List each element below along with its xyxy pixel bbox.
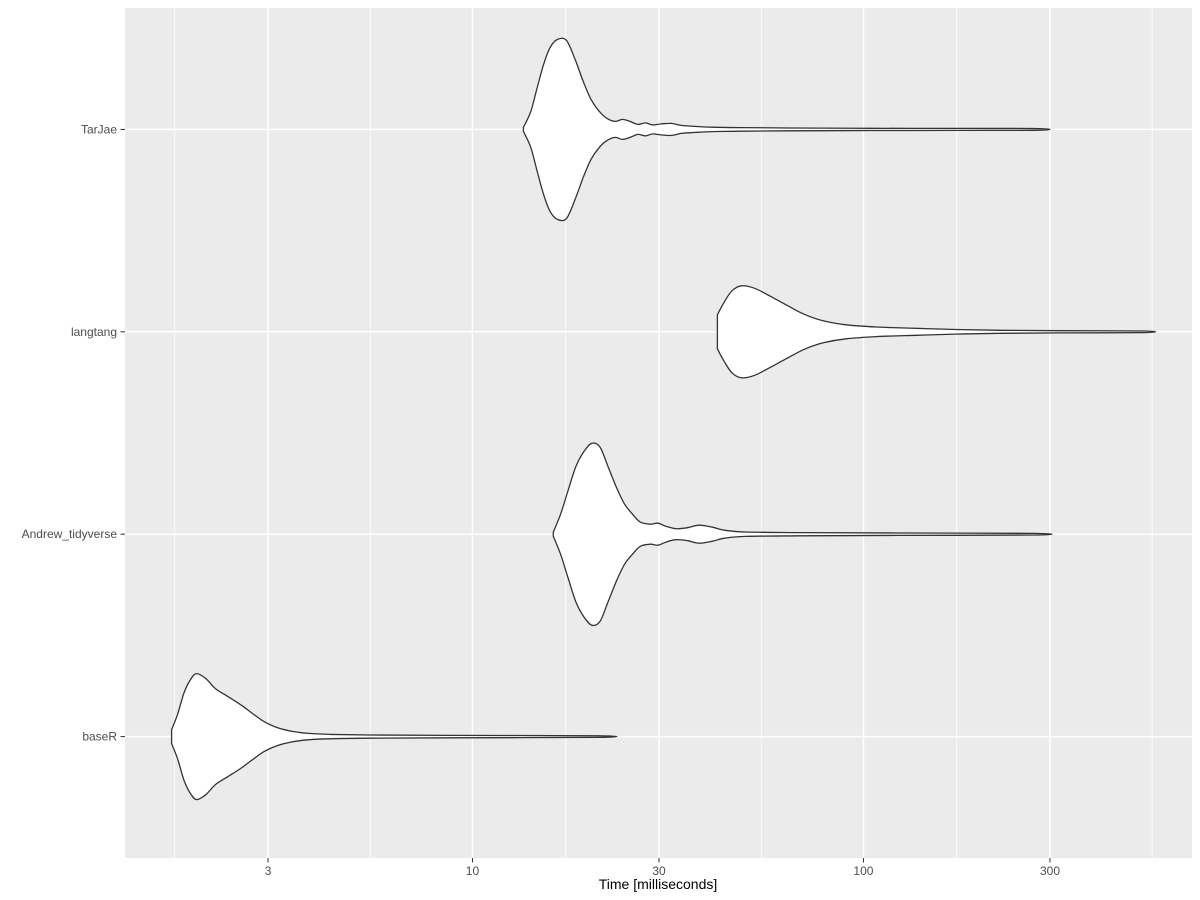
- x-tick-label: 300: [1040, 864, 1060, 878]
- violin-langtang: [716, 285, 1157, 379]
- y-axis-label: baseR: [82, 730, 117, 744]
- x-tick-label: 30: [652, 864, 666, 878]
- y-axis-label: langtang: [71, 325, 117, 339]
- axes: 3 10 30 100 300 TarJae langtang Andrew_tidyvers…: [22, 122, 1061, 878]
- y-axis-label: Andrew_tidyverse: [22, 527, 118, 541]
- violin-TarJae: [522, 37, 1051, 222]
- x-tick-label: 10: [466, 864, 480, 878]
- x-tick-label: 100: [853, 864, 873, 878]
- violin-Andrew_tidyverse: [552, 442, 1053, 627]
- x-tick-label: 3: [265, 864, 272, 878]
- y-axis-label: TarJae: [81, 122, 117, 136]
- violins: [170, 37, 1157, 801]
- x-axis-title: Time [milliseconds]: [599, 876, 718, 892]
- violin-baseR: [170, 672, 618, 801]
